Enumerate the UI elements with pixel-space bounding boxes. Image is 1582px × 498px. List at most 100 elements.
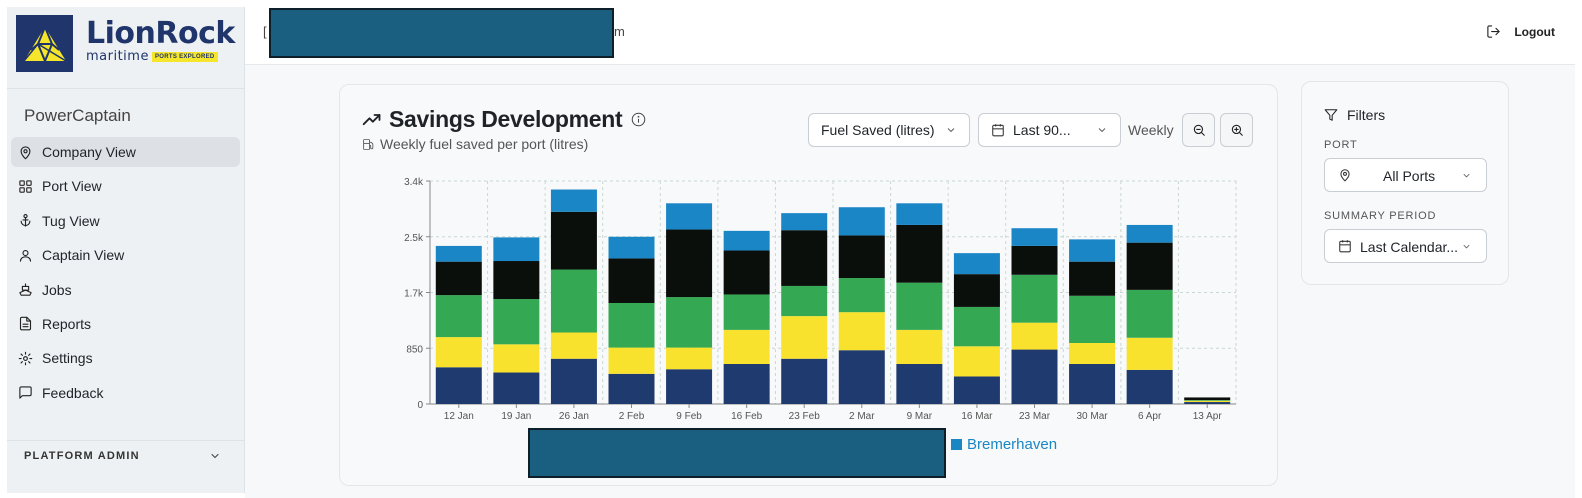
platform-admin-label: PLATFORM ADMIN (24, 450, 140, 462)
app-name: PowerCaptain (24, 106, 131, 125)
x-tick-label: 30 Mar (1077, 411, 1109, 422)
port-label: PORT (1324, 139, 1358, 151)
bar-segment (896, 329, 943, 364)
sidebar: LionRock maritime PORTS EXPLORED PowerCa… (7, 7, 245, 493)
ship-icon (19, 283, 32, 296)
calendar-icon (992, 124, 1004, 137)
card-title-text: Savings Development (389, 106, 623, 132)
x-tick-label: 9 Feb (676, 411, 702, 422)
bar-segment (838, 207, 885, 236)
logout-button[interactable]: Logout (1486, 24, 1555, 39)
bar-segment (1184, 400, 1231, 401)
sidebar-item-settings[interactable]: Settings (11, 343, 240, 373)
filter-icon (1324, 109, 1338, 121)
sidebar-item-label: Jobs (42, 281, 72, 298)
bar-segment (493, 372, 540, 404)
card-title: Savings Development (362, 106, 646, 133)
sidebar-item-label: Captain View (42, 247, 125, 264)
bar-segment (838, 350, 885, 404)
bar-segment (666, 347, 713, 370)
filters-panel: Filters PORT All Ports SUMMARY PERIOD La… (1301, 81, 1509, 285)
bar-segment (1069, 261, 1116, 296)
bar-segment (435, 367, 482, 404)
map-pin-icon (20, 145, 31, 159)
bar-segment (723, 250, 770, 295)
bar-segment (1069, 363, 1116, 404)
bar-segment (608, 302, 655, 348)
savings-chart: 0 850 1.7k 2.5k 3.4k 12 Jan 19 Jan 26 Jan 2 Feb 9… (404, 177, 1237, 422)
bar-segment (1011, 322, 1058, 350)
platform-admin-section[interactable]: PLATFORM ADMIN (7, 440, 245, 466)
x-tick-label: 23 Feb (789, 411, 821, 422)
brand-name: LionRock (86, 16, 235, 51)
port-select[interactable]: All Ports (1324, 158, 1487, 192)
sidebar-item-port-view[interactable]: Port View (11, 171, 240, 201)
bar-segment (896, 203, 943, 225)
legend-item-bremerhaven[interactable]: Bremerhaven (951, 436, 1057, 453)
sidebar-item-company-view[interactable]: Company View (11, 137, 240, 167)
bar-segment (1011, 228, 1058, 246)
chevron-down-icon (947, 128, 955, 133)
bar-segment (493, 344, 540, 373)
bar-segment (1011, 245, 1058, 275)
bar-segment (666, 297, 713, 348)
sidebar-item-feedback[interactable]: Feedback (11, 378, 240, 408)
brand-tag: PORTS EXPLORED (151, 51, 218, 62)
calendar-icon (1339, 240, 1351, 253)
user-icon (19, 249, 32, 262)
brand-logo[interactable]: LionRock maritime PORTS EXPLORED (7, 7, 244, 89)
topbar-text-end: m (614, 24, 625, 39)
x-tick-label: 9 Mar (907, 411, 933, 422)
message-icon (19, 386, 32, 399)
x-tick-label: 6 Apr (1138, 411, 1162, 422)
file-text-icon (19, 317, 32, 331)
bar-segment (1011, 349, 1058, 404)
legend-label: Bremerhaven (967, 436, 1058, 453)
sidebar-nav: Company View Port View Tug View Captain … (7, 137, 244, 408)
sidebar-item-label: Settings (42, 350, 93, 367)
bar-segment (953, 274, 1000, 307)
range-select[interactable]: Last 90... (978, 113, 1121, 147)
x-tick-label: 26 Jan (559, 411, 589, 422)
metric-select[interactable]: Fuel Saved (litres) (808, 113, 970, 147)
sidebar-item-label: Port View (42, 178, 102, 195)
filters-title-text: Filters (1347, 107, 1386, 123)
sidebar-item-captain-view[interactable]: Captain View (11, 240, 240, 270)
sidebar-item-jobs[interactable]: Jobs (11, 275, 240, 305)
bar-segment (896, 282, 943, 330)
summary-period-select[interactable]: Last Calendar... (1324, 229, 1487, 263)
logout-icon (1487, 25, 1501, 38)
map-pin-icon (1340, 169, 1350, 182)
y-tick-label: 0 (417, 400, 423, 411)
y-tick-label: 3.4k (404, 177, 424, 188)
anchor-icon (20, 214, 31, 227)
logout-label: Logout (1514, 24, 1555, 39)
bar-segment (1069, 239, 1116, 262)
card-subtitle: Weekly fuel saved per port (litres) (362, 136, 588, 152)
info-icon[interactable] (631, 112, 646, 127)
bar-segment (953, 376, 1000, 404)
bar-segment (1126, 224, 1173, 243)
zoom-in-icon (1231, 124, 1243, 136)
bar-segment (838, 312, 885, 351)
bar-segment (723, 329, 770, 364)
zoom-out-button[interactable] (1182, 113, 1215, 147)
bar-segment (1184, 402, 1231, 404)
bar-segment (953, 306, 1000, 347)
chevron-down-icon (1463, 173, 1470, 178)
bar-segment (666, 229, 713, 298)
bar-segment (550, 211, 597, 270)
sidebar-item-reports[interactable]: Reports (11, 309, 240, 339)
bar-segment (723, 294, 770, 330)
bar-segment (666, 369, 713, 404)
top-bar: [ m Logout (245, 7, 1575, 65)
zoom-in-button[interactable] (1220, 113, 1253, 147)
sidebar-item-tug-view[interactable]: Tug View (11, 206, 240, 236)
sidebar-item-label: Reports (42, 315, 92, 332)
bar-segment (435, 337, 482, 368)
x-tick-label: 12 Jan (444, 411, 474, 422)
savings-development-card: 0 850 1.7k 2.5k 3.4k 12 Jan 19 Jan 26 Jan 2 Feb 9… (339, 84, 1278, 486)
bar-segment (608, 347, 655, 374)
bar-segment (608, 236, 655, 259)
topbar-text-start: [ (263, 24, 267, 39)
